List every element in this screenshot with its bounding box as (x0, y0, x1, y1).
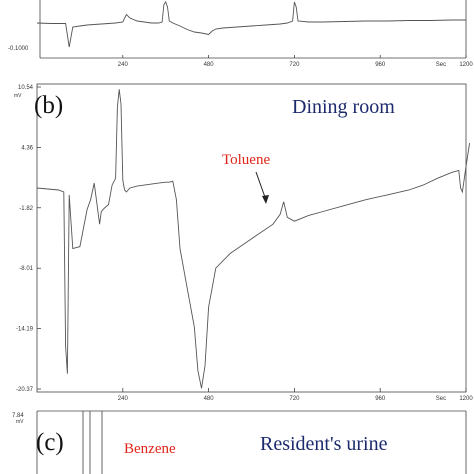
panel-c-title: Resident's urine (260, 433, 388, 455)
panel-b-y-tick-label: -8.01 (19, 266, 33, 272)
panel-c: 7.84 mV (c) Benzene Resident's urine (12, 410, 467, 474)
panel-a-x-tick-label: 960 (375, 62, 386, 68)
panel-b-y-tick-label: 4.36 (21, 145, 33, 151)
panel-b-y-tick-label: -20.37 (16, 387, 34, 393)
panel-b-x-tick-label: 960 (375, 396, 386, 402)
panel-c-y-tick-label: 7.84 (12, 413, 24, 419)
panel-c-annotation-benzene: Benzene (124, 441, 176, 457)
panel-a: -0.1000 240 480 720 960 Sec 1200 (8, 0, 473, 68)
panel-b-y-ticks: 10.54 4.36 -1.82 -8.01 -14.19 -20.37 (16, 85, 41, 393)
panel-c-y-unit: mV (16, 419, 24, 425)
panel-a-series-line (36, 1, 466, 48)
panel-b-x-tick-label: 240 (118, 396, 129, 402)
panel-b: mV 10.54 4.36 -1.82 -8.01 -14.19 -20.37 240 48… (14, 83, 473, 402)
panel-b-title: Dining room (292, 96, 395, 118)
panel-a-x-tick-label: 240 (118, 62, 129, 68)
panel-c-label: (c) (36, 429, 64, 456)
panel-a-x-tick-label: 1200 (459, 62, 473, 68)
panel-b-series-line (36, 89, 471, 389)
panel-a-x-tick-label: 720 (289, 62, 300, 68)
panel-b-x-ticks: 240 480 720 960 Sec 1200 (118, 388, 473, 402)
panel-b-label: (b) (34, 92, 63, 119)
panel-b-x-tick-label: Sec (436, 396, 446, 402)
panel-a-x-tick-label: Sec (436, 62, 446, 68)
panel-b-annotation-toluene: Toluene (222, 152, 270, 168)
panel-a-y-tick-label: -0.1000 (8, 46, 29, 52)
panel-b-y-tick-label: 10.54 (18, 85, 34, 91)
panel-b-x-tick-label: 1200 (459, 396, 473, 402)
panel-b-frame (36, 83, 467, 393)
panel-b-annotation-arrow (255, 171, 269, 204)
panel-b-y-unit: mV (14, 93, 22, 99)
panel-b-y-tick-label: -14.19 (16, 327, 34, 333)
panel-b-y-tick-label: -1.82 (19, 206, 33, 212)
panel-b-x-tick-label: 720 (289, 396, 300, 402)
panel-a-x-ticks: 240 480 720 960 Sec 1200 (118, 55, 473, 68)
panel-b-x-tick-label: 480 (204, 396, 215, 402)
panel-a-x-tick-label: 480 (204, 62, 215, 68)
